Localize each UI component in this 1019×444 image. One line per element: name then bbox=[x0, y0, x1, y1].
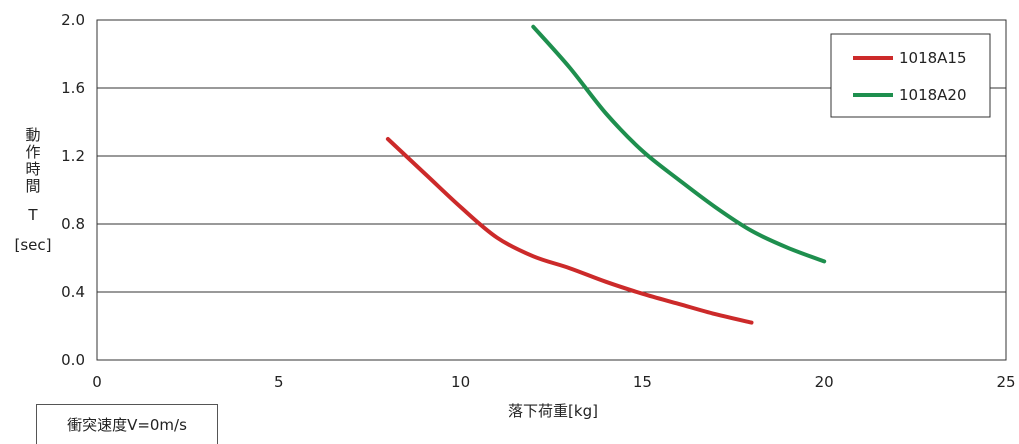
x-tick-label: 5 bbox=[274, 373, 284, 391]
legend-box bbox=[830, 33, 991, 118]
legend: 1018A15 1018A20 bbox=[830, 33, 991, 118]
y-tick-label: 1.6 bbox=[61, 79, 85, 97]
y-tick-label: 0.4 bbox=[61, 283, 85, 301]
x-tick-label: 25 bbox=[996, 373, 1015, 391]
plot-area bbox=[96, 19, 1007, 361]
y-tick-label: 0.0 bbox=[61, 351, 85, 369]
y-axis-title-part: T bbox=[27, 206, 38, 224]
y-axis-ticks: 0.0 0.4 0.8 1.2 1.6 2.0 bbox=[61, 11, 85, 369]
y-tick-label: 2.0 bbox=[61, 11, 85, 29]
y-tick-label: 1.2 bbox=[61, 147, 85, 165]
x-tick-label: 10 bbox=[451, 373, 470, 391]
y-axis-title-part: 間 bbox=[25, 177, 40, 195]
y-axis-title-part: 作 bbox=[25, 143, 40, 161]
series-lines bbox=[385, 24, 827, 325]
y-axis-title-part: 動 bbox=[25, 126, 40, 144]
series-line-1018A15 bbox=[385, 137, 754, 325]
y-tick-label: 0.8 bbox=[61, 215, 85, 233]
x-axis-ticks: 0 5 10 15 20 25 bbox=[92, 373, 1015, 391]
y-axis-title-part: [sec] bbox=[15, 236, 52, 254]
x-tick-label: 15 bbox=[633, 373, 652, 391]
x-tick-label: 0 bbox=[92, 373, 102, 391]
condition-label: 衝突速度V=0m/s bbox=[36, 404, 218, 444]
legend-label: 1018A20 bbox=[899, 86, 967, 104]
legend-label: 1018A15 bbox=[899, 49, 967, 67]
x-tick-label: 20 bbox=[815, 373, 834, 391]
series-line-1018A20 bbox=[531, 24, 827, 264]
y-axis-title-part: 時 bbox=[25, 160, 40, 178]
x-axis-title: 落下荷重[kg] bbox=[508, 402, 598, 420]
